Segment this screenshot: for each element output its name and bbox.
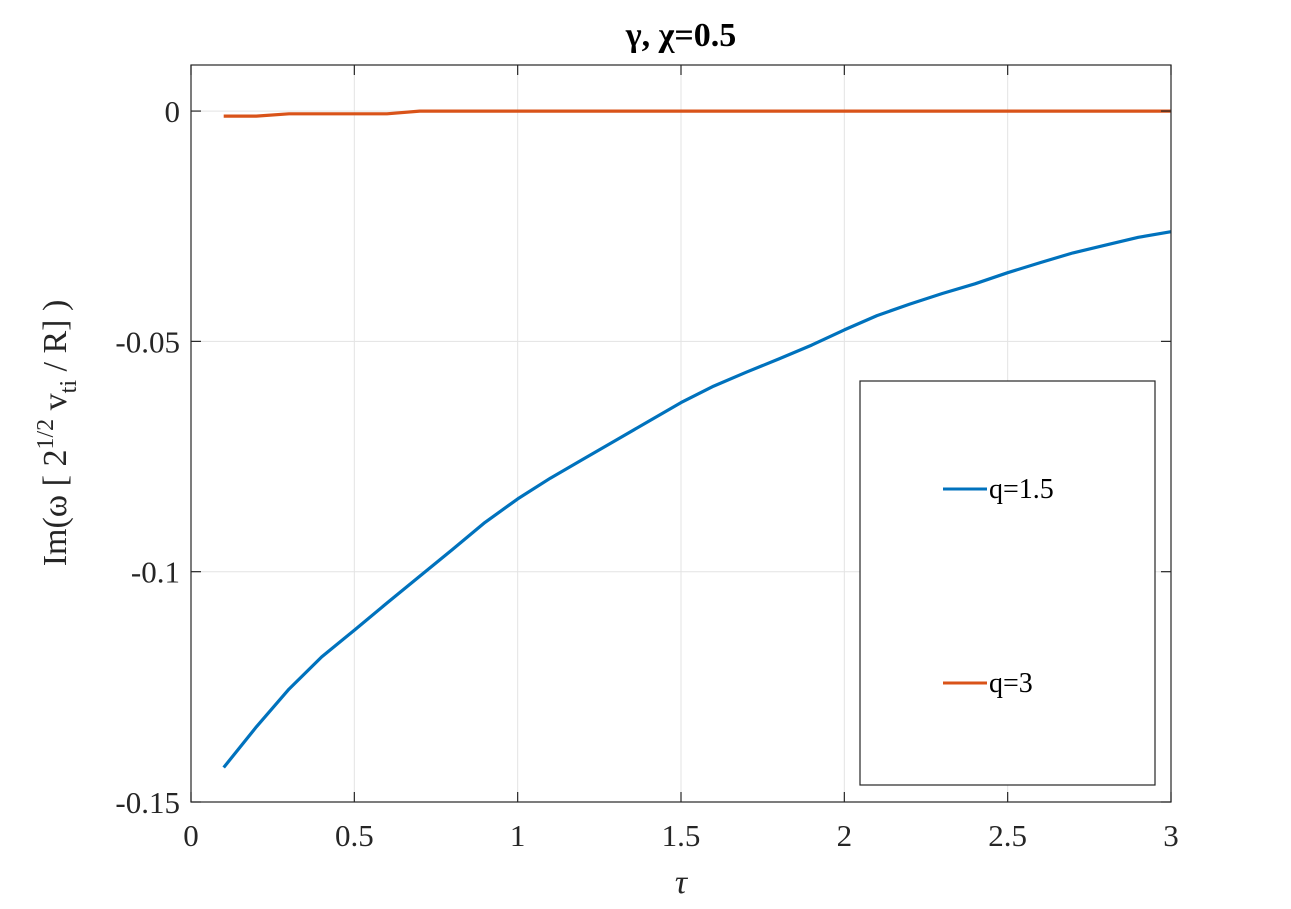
y-axis-label-mid: v (37, 393, 74, 419)
x-tick-label: 1 (510, 818, 526, 853)
y-tick-label: -0.05 (115, 324, 180, 359)
x-tick-label: 0 (183, 818, 199, 853)
chart-title: γ, χ=0.5 (625, 17, 736, 54)
legend: q=1.5 q=3 (859, 380, 1156, 786)
y-axis-label-superscript: 1/2 (33, 419, 59, 450)
series-layer (222, 109, 1172, 769)
legend-label-q3: q=3 (989, 668, 1033, 699)
y-tick-label: -0.1 (131, 555, 180, 590)
y-tick-label: 0 (165, 94, 181, 129)
y-axis-label-prefix: Im(ω [ 2 (37, 450, 74, 567)
series-line-q-1-5 (222, 230, 1172, 769)
y-axis-label-suffix: / R] ) (37, 300, 74, 380)
y-axis-label-subscript: ti (56, 380, 82, 394)
x-tick-label: 0.5 (335, 818, 374, 853)
x-tick-labels: 0 0.5 1 1.5 2 2.5 3 (183, 818, 1179, 853)
x-tick-label: 1.5 (662, 818, 701, 853)
x-tick-label: 2.5 (988, 818, 1027, 853)
ticks (190, 65, 1172, 803)
y-axis-label: Im(ω [ 21/2 vti / R] ) (33, 300, 82, 567)
x-axis-label: τ (675, 864, 689, 901)
y-tick-label: -0.15 (115, 785, 180, 820)
x-tick-label: 3 (1163, 818, 1179, 853)
legend-label-q1-5: q=1.5 (989, 474, 1054, 505)
x-tick-label: 2 (837, 818, 853, 853)
y-tick-labels: -0.15 -0.1 -0.05 0 (115, 94, 180, 820)
series-line-q-3 (223, 109, 1171, 118)
legend-box (859, 380, 1156, 786)
